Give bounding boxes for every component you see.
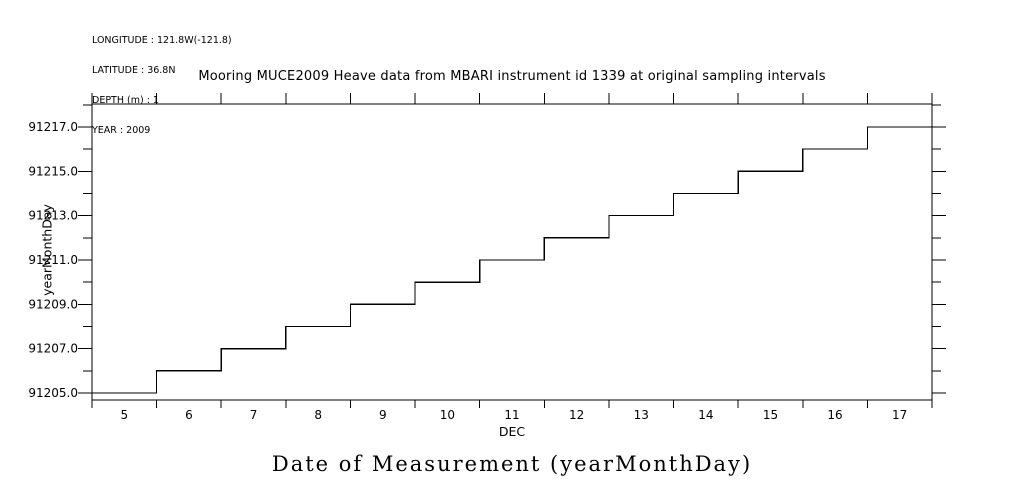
x-tick-label: 12 bbox=[569, 408, 584, 422]
axes-frame bbox=[91, 103, 933, 401]
y-tick-label: 91205.0 bbox=[28, 386, 78, 400]
y-tick-label: 91217.0 bbox=[28, 120, 78, 134]
latitude-text: LATITUDE : 36.8N bbox=[92, 65, 176, 76]
axis-ticks bbox=[78, 93, 946, 408]
x-month-label: DEC bbox=[498, 424, 526, 439]
x-tick-label: 17 bbox=[892, 408, 907, 422]
x-tick-label: 15 bbox=[763, 408, 778, 422]
x-tick-label: 8 bbox=[314, 408, 322, 422]
y-tick-label: 91213.0 bbox=[28, 209, 78, 223]
y-tick-label: 91215.0 bbox=[28, 164, 78, 178]
x-tick-label: 14 bbox=[698, 408, 713, 422]
longitude-text: LONGITUDE : 121.8W(-121.8) bbox=[92, 35, 232, 46]
x-axis-title: Date of Measurement (yearMonthDay) bbox=[271, 452, 753, 476]
x-tick-label: 13 bbox=[634, 408, 649, 422]
step-line bbox=[92, 126, 932, 394]
y-axis-title: yearMonthDay bbox=[39, 204, 55, 296]
x-tick-label: 7 bbox=[250, 408, 258, 422]
plot-frame bbox=[91, 103, 933, 401]
x-tick-label: 10 bbox=[440, 408, 455, 422]
y-tick-label: 91209.0 bbox=[28, 297, 78, 311]
station-info-block: LONGITUDE : 121.8W(-121.8) LATITUDE : 36… bbox=[92, 16, 232, 156]
x-tick-label: 11 bbox=[504, 408, 519, 422]
axis-tick-labels: 5 6 7 8 9 10 11 12 13 14 15 16 17 91205.0 91207.0 91209… bbox=[28, 120, 907, 422]
y-tick-label: 91207.0 bbox=[28, 342, 78, 356]
year-text: YEAR : 2009 bbox=[92, 125, 151, 136]
step-line-series bbox=[92, 126, 932, 394]
y-tick-label: 91211.0 bbox=[28, 253, 78, 267]
depth-text: DEPTH (m) : 1 bbox=[92, 95, 159, 106]
x-tick-label: 6 bbox=[185, 408, 193, 422]
x-tick-label: 5 bbox=[120, 408, 128, 422]
x-tick-label: 9 bbox=[379, 408, 387, 422]
x-tick-label: 16 bbox=[827, 408, 842, 422]
chart-title: Mooring MUCE2009 Heave data from MBARI i… bbox=[198, 69, 826, 84]
